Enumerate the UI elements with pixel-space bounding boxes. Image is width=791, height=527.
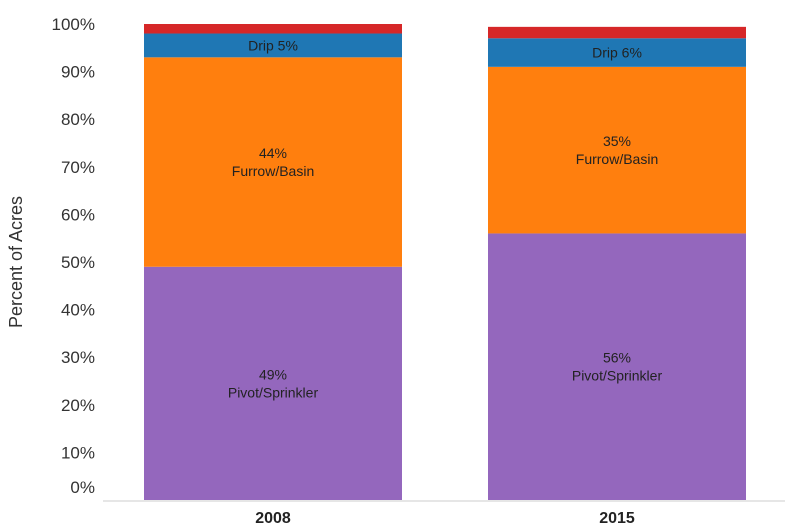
data-label: Furrow/Basin (232, 163, 314, 179)
y-tick-label: 60% (61, 205, 95, 224)
bar-segment-other-2015 (488, 26, 746, 39)
data-label: 44% (259, 145, 287, 161)
y-tick-label: 0% (70, 478, 95, 497)
y-tick-label: 100% (52, 15, 95, 34)
y-tick-label: 30% (61, 348, 95, 367)
y-tick-label: 50% (61, 253, 95, 272)
bar-segment-drip-2015 (488, 38, 746, 67)
bar-segment-pivot-2015 (488, 233, 746, 500)
data-label: Drip 6% (592, 45, 642, 61)
bar-segment-drip-2008 (144, 33, 402, 58)
x-tick-label: 2008 (255, 510, 291, 527)
bars: 49% Pivot/Sprinkler 44% Furrow/Basin Drip 5%… (144, 24, 746, 500)
data-label: 35% (603, 133, 631, 149)
bar-segment-pivot-2008 (144, 266, 402, 500)
y-tick-label: 90% (61, 63, 95, 82)
y-tick-label: 20% (61, 396, 95, 415)
data-label: Pivot/Sprinkler (572, 368, 663, 384)
x-tick-label: 2015 (599, 510, 635, 527)
bar-segment-furrow-2015 (488, 66, 746, 234)
data-label: Drip 5% (248, 37, 298, 53)
data-label: Pivot/Sprinkler (228, 384, 319, 400)
bar-segment-furrow-2008 (144, 57, 402, 267)
bar-segment-other-2008 (144, 24, 402, 34)
y-tick-label: 80% (61, 110, 95, 129)
data-label: Furrow/Basin (576, 151, 658, 167)
data-label: 49% (259, 366, 287, 382)
x-axis: 2008 2015 (103, 500, 785, 527)
y-axis-ticks: 0% 10% 20% 30% 40% 50% 60% 70% 80% 90% 100% (52, 15, 95, 497)
y-tick-label: 10% (61, 443, 95, 462)
y-axis-title: Percent of Acres (6, 196, 26, 328)
y-tick-label: 70% (61, 158, 95, 177)
data-label: 56% (603, 350, 631, 366)
y-tick-label: 40% (61, 301, 95, 320)
